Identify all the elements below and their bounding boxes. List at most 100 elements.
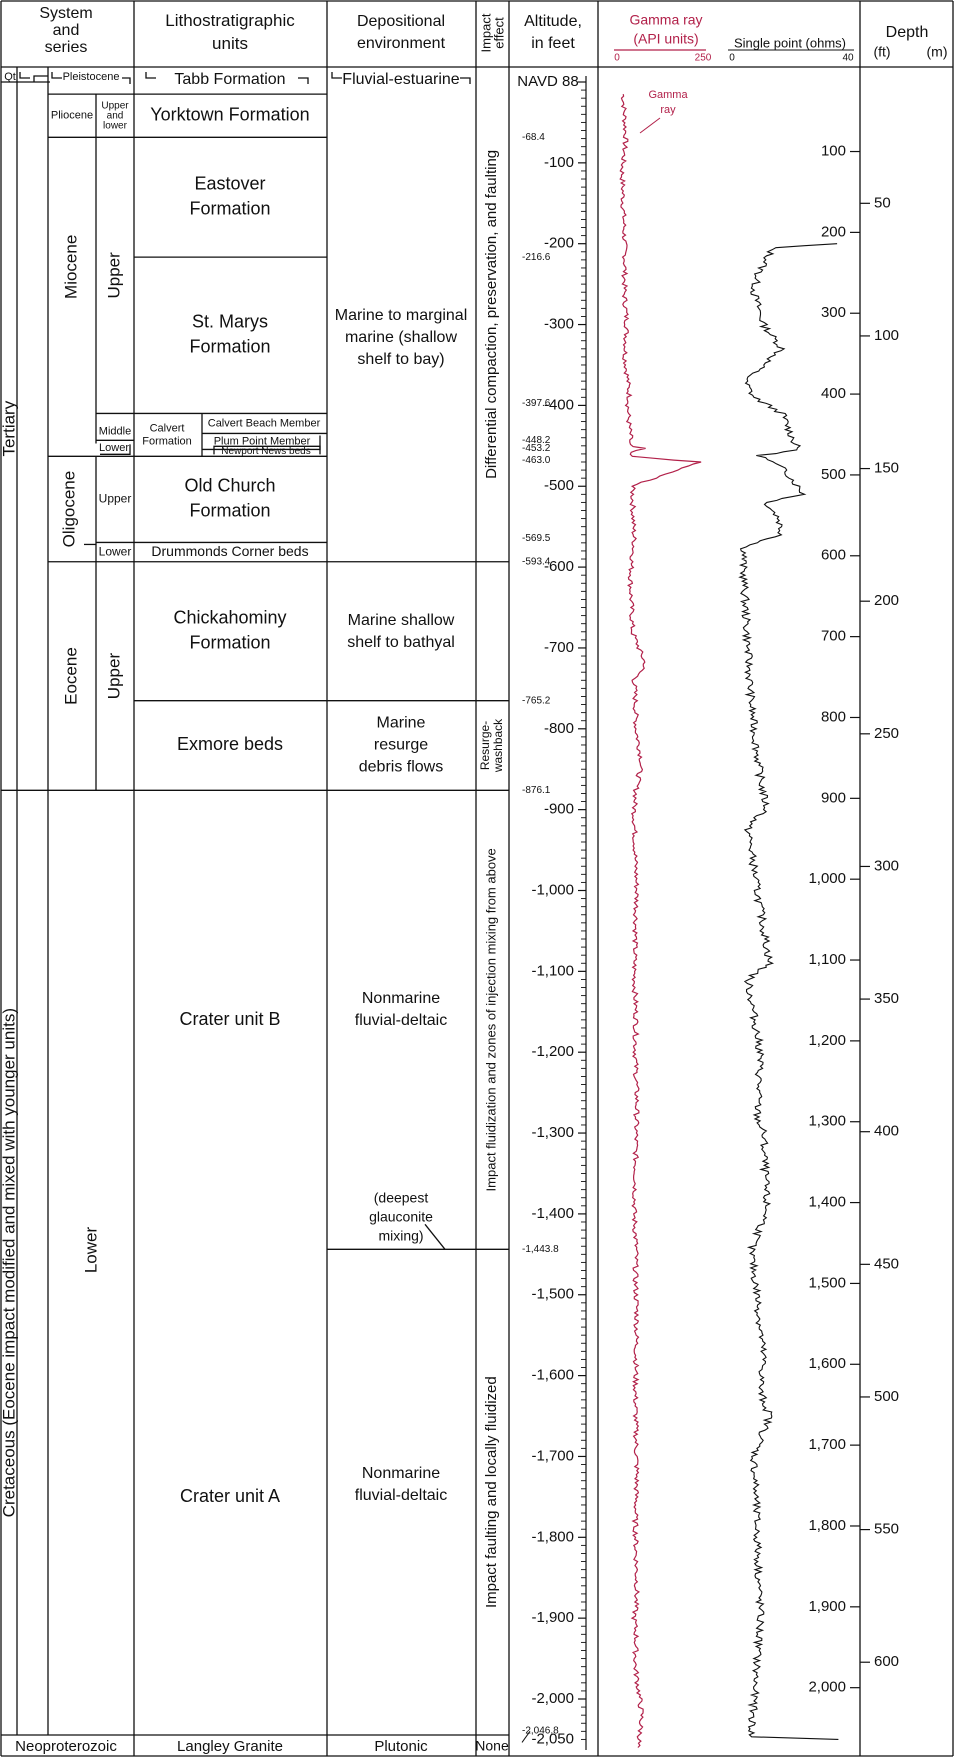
- header-altitude-line-2: in feet: [531, 35, 575, 52]
- unit-newport-news: Newport News beds: [221, 446, 310, 457]
- series-eocene: Eocene: [61, 647, 80, 705]
- contact-altitude-label: -216.6: [522, 252, 551, 263]
- altitude-tick-label: -1,000: [531, 881, 574, 898]
- newport-news-bracket: [213, 445, 321, 455]
- altitude-tick-label: -1,100: [531, 962, 574, 979]
- header-depth-ft: (ft): [873, 44, 890, 60]
- curve-label-resistance-line-2: resistance: [761, 215, 811, 227]
- depth-ft-tick-label: 1,800: [808, 1517, 846, 1534]
- depth-ft-tick-label: 1,100: [808, 951, 846, 968]
- series-pliocene: Pliocene: [51, 110, 93, 122]
- depth-m-tick-label: 50: [874, 194, 891, 211]
- altitude-tick-label: -600: [544, 558, 574, 575]
- depth-ft-tick-label: 300: [821, 304, 846, 321]
- header-depositional-line-1: Depositional: [357, 13, 445, 30]
- contact-altitude-label: -765.2: [522, 695, 551, 706]
- depth-ft-tick-label: 500: [821, 466, 846, 483]
- header-system-line-1: System: [39, 5, 92, 22]
- unit-langley: Langley Granite: [177, 1738, 283, 1755]
- depth-ft-tick-label: 100: [821, 142, 846, 159]
- fluvial-bracket-left: [331, 72, 342, 79]
- impact-differential: Differential compaction, preservation, a…: [483, 150, 500, 479]
- contact-altitude-label: -448.2: [522, 435, 551, 446]
- depth-ft-tick-label: 1,200: [808, 1032, 846, 1049]
- altitude-tick-label: -1,400: [531, 1205, 574, 1222]
- miocene-lower-bracket: [100, 444, 131, 455]
- altitude-navd-label: NAVD 88: [517, 73, 578, 90]
- env-marine-marginal-line-3: shelf to bay): [357, 351, 444, 368]
- depth-m-tick-label: 250: [874, 725, 899, 742]
- series-oligocene-lower: Lower: [99, 544, 132, 558]
- altitude-tick-label: -1,800: [531, 1528, 574, 1545]
- unit-tabb: Tabb Formation: [174, 71, 285, 88]
- impact-resurge-line-1: Resurge-: [478, 721, 492, 770]
- glauconite-leader: [424, 1223, 446, 1250]
- env-marine-resurge-line-3: debris flows: [359, 759, 443, 776]
- depth-ft-tick-label: 1,700: [808, 1436, 846, 1453]
- header-depositional-line-2: environment: [357, 35, 446, 52]
- depth-ft-tick-label: 1,900: [808, 1598, 846, 1615]
- depth-m-tick-label: 300: [874, 857, 899, 874]
- depth-m-tick-label: 500: [874, 1388, 899, 1405]
- curve-label-gamma-line-1: Gamma: [648, 89, 688, 101]
- depth-m-tick-label: 600: [874, 1653, 899, 1670]
- depth-ft-tick-label: 1,500: [808, 1274, 846, 1291]
- altitude-tick-label: -1,300: [531, 1124, 574, 1141]
- env-fluvial-estuarine: Fluvial-estuarine: [342, 71, 459, 88]
- depth-m-tick-label: 350: [874, 990, 899, 1007]
- altitude-tick-label: -1,500: [531, 1286, 574, 1303]
- tabb-bracket-right: [298, 77, 309, 84]
- header-impact-line-2: effect: [491, 17, 506, 49]
- env-marine-resurge-line-1: Marine: [377, 715, 426, 732]
- header-system-line-3: series: [45, 39, 88, 56]
- impact-none: None: [475, 1738, 509, 1754]
- altitude-tick-label: -1,600: [531, 1367, 574, 1384]
- altitude-tick-label: -800: [544, 720, 574, 737]
- header-litho-line-2: units: [212, 34, 248, 53]
- contact-altitude-label: -463.0: [522, 455, 551, 466]
- single-scale-min: 0: [729, 53, 735, 64]
- series-miocene-middle: Middle: [99, 425, 131, 437]
- contact-altitude-label: -1,443.8: [522, 1244, 559, 1255]
- unit-chickahominy-line-1: Chickahominy: [173, 607, 286, 627]
- depth-ft-tick-label: 600: [821, 547, 846, 564]
- altitude-tick-label: -200: [544, 235, 574, 252]
- depth-ft-tick-label: 1,300: [808, 1113, 846, 1130]
- unit-calvert-line-2: Formation: [142, 435, 192, 447]
- system-cretaceous: Cretaceous (Eocene impact modified and m…: [0, 1008, 18, 1517]
- header-system-line-2: and: [53, 22, 80, 39]
- env-nonmarine-a-line-2: fluvial-deltaic: [355, 1487, 447, 1504]
- header-gamma-line-2: (API units): [633, 31, 698, 47]
- unit-stmarys-line-2: Formation: [189, 337, 270, 357]
- unit-exmore: Exmore beds: [177, 734, 283, 754]
- altitude-tick-label: -400: [544, 396, 574, 413]
- series-pliocene-sub-line-2: and: [107, 110, 124, 121]
- system-tertiary: Tertiary: [0, 400, 18, 456]
- depth-m-tick-label: 100: [874, 327, 899, 344]
- gamma-scale-min: 0: [614, 53, 620, 64]
- gamma-scale-max: 250: [695, 53, 712, 64]
- series-miocene: Miocene: [61, 235, 80, 299]
- series-pliocene-sub-line-3: lower: [103, 120, 128, 131]
- contact-leader: [521, 1731, 531, 1743]
- unit-plum-point: Plum Point Member: [214, 435, 311, 447]
- series-cretaceous-lower: Lower: [81, 1227, 100, 1274]
- depth-ft-tick-label: 200: [821, 223, 846, 240]
- depth-m-tick-label: 150: [874, 460, 899, 477]
- series-eocene-upper: Upper: [104, 653, 123, 700]
- unit-yorktown: Yorktown Formation: [150, 104, 309, 124]
- system-qt: Qt: [4, 71, 16, 83]
- contact-altitude-label: -397.6: [522, 398, 551, 409]
- depth-m-tick-label: 200: [874, 592, 899, 609]
- altitude-tick-label: -500: [544, 477, 574, 494]
- curve-label-gamma-line-2: ray: [660, 104, 676, 116]
- header-depth: Depth: [886, 24, 929, 41]
- header-single-point: Single point (ohms): [734, 35, 846, 50]
- impact-resurge-line-2: washback: [491, 718, 505, 773]
- altitude-tick-label: -700: [544, 639, 574, 656]
- env-marine-shallow-line-1: Marine shallow: [348, 612, 455, 629]
- system-neoproterozoic: Neoproterozoic: [15, 1738, 117, 1755]
- depth-ft-tick-label: 700: [821, 628, 846, 645]
- series-pliocene-sub-line-1: Upper: [101, 100, 129, 111]
